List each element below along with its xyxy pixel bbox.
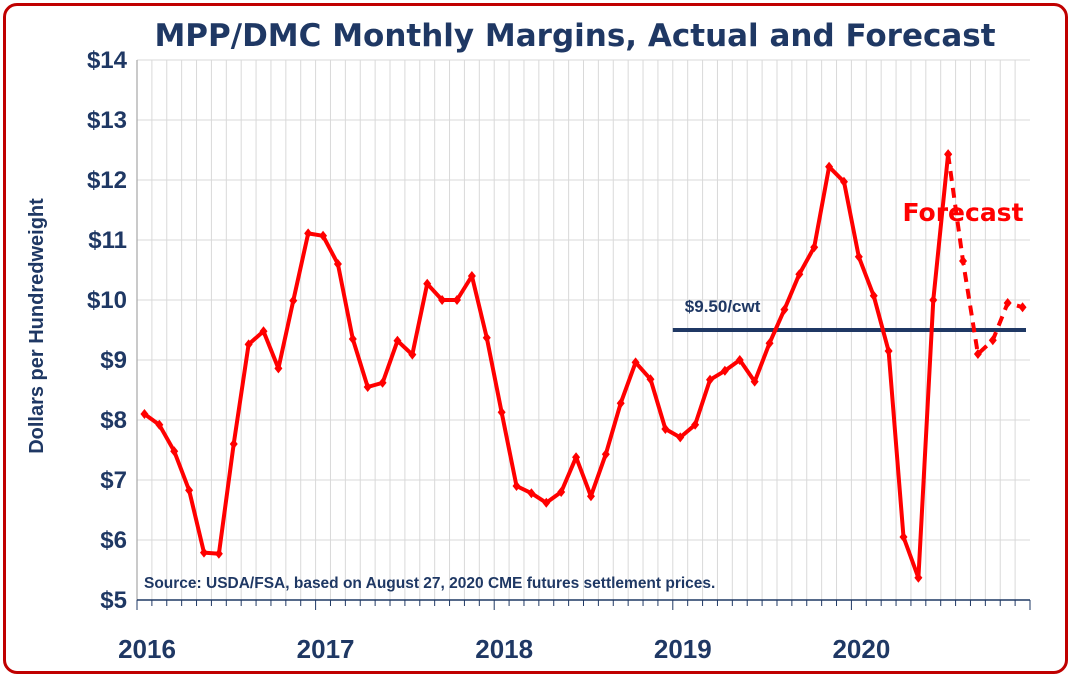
data-point-actual: [572, 452, 581, 463]
y-tick-label: $9: [100, 347, 127, 374]
data-point-actual: [155, 419, 164, 430]
chart-title: MPP/DMC Monthly Margins, Actual and Fore…: [154, 18, 995, 54]
data-point-actual: [869, 290, 878, 301]
data-point-actual: [259, 326, 268, 337]
data-point-actual: [884, 346, 893, 356]
data-point-actual: [438, 295, 447, 305]
data-point-actual: [542, 497, 551, 508]
data-point-forecast: [1003, 298, 1012, 308]
data-point-actual: [646, 374, 655, 385]
data-point-actual: [274, 363, 283, 374]
y-tick-label: $11: [88, 227, 127, 254]
reference-line-label: $9.50/cwt: [685, 297, 761, 316]
data-point-forecast: [988, 335, 997, 346]
y-axis-label: Dollars per Hundredweight: [26, 198, 48, 454]
series-line-actual: [143, 153, 951, 580]
data-point-actual: [557, 487, 566, 497]
data-point-actual: [780, 304, 789, 315]
data-point-actual: [244, 339, 253, 350]
data-point-actual: [185, 485, 194, 496]
data-point-actual: [378, 377, 387, 388]
y-tick-label: $6: [100, 527, 127, 554]
y-tick-label: $7: [100, 467, 127, 494]
data-point-actual: [393, 335, 402, 346]
data-point-actual: [423, 278, 432, 289]
data-point-actual: [586, 491, 595, 502]
data-point-actual: [467, 271, 476, 281]
data-point-forecast: [1018, 302, 1027, 313]
x-tick-label: 2020: [832, 634, 890, 664]
data-point-actual: [706, 374, 715, 385]
axis-ticks: $5 $6 $7 $8 $9 $10 $11 $12 $13 $14 2016 2017 2018 201…: [87, 47, 890, 664]
data-point-actual: [304, 228, 313, 239]
data-point-actual: [333, 259, 342, 269]
y-tick-label: $13: [87, 107, 127, 134]
series-group: [140, 149, 1027, 583]
data-point-actual: [854, 251, 863, 262]
data-point-actual: [214, 548, 223, 559]
data-point-actual: [363, 382, 372, 392]
data-point-actual: [750, 376, 759, 387]
y-tick-label: $12: [87, 167, 127, 194]
data-point-actual: [661, 424, 670, 434]
data-point-actual: [616, 398, 625, 409]
data-point-actual: [676, 432, 685, 443]
source-note: Source: USDA/FSA, based on August 27, 20…: [144, 575, 715, 592]
data-point-actual: [601, 449, 610, 460]
x-tick-label: 2017: [297, 634, 355, 664]
data-point-actual: [631, 357, 640, 368]
x-tick-label: 2018: [475, 634, 533, 664]
data-point-actual: [319, 230, 328, 241]
data-point-actual: [512, 481, 521, 491]
data-point-actual: [735, 355, 744, 365]
x-tick-label: 2016: [118, 634, 176, 664]
data-point-actual: [140, 409, 149, 419]
data-point-actual: [914, 572, 923, 583]
y-tick-label: $10: [87, 287, 127, 314]
chart-frame: [3, 3, 1068, 674]
x-tick-label: 2019: [654, 634, 712, 664]
forecast-annotation: Forecast: [902, 198, 1023, 227]
data-point-actual: [229, 439, 238, 449]
y-tick-label: $8: [100, 407, 127, 434]
data-point-forecast: [959, 256, 968, 266]
data-point-actual: [691, 419, 700, 430]
data-point-actual: [289, 295, 298, 306]
y-tick-label: $14: [87, 47, 128, 74]
data-point-actual: [452, 295, 461, 305]
data-point-actual: [170, 446, 179, 457]
data-point-actual: [899, 532, 908, 542]
data-point-actual: [825, 161, 834, 172]
axes: [136, 60, 1031, 610]
data-point-actual: [929, 295, 938, 305]
data-point-actual: [527, 488, 536, 499]
data-point-actual: [839, 176, 848, 187]
data-point-actual: [482, 332, 491, 343]
data-point-actual: [795, 269, 804, 280]
data-point-actual: [765, 338, 774, 349]
data-point-actual: [348, 334, 357, 344]
y-tick-label: $5: [100, 587, 127, 614]
data-point-forecast: [973, 349, 982, 359]
data-point-actual: [810, 242, 819, 253]
data-point-actual: [720, 365, 729, 376]
data-point-forecast: [944, 149, 953, 160]
data-point-actual: [497, 407, 506, 418]
reference-line-group: $9.50/cwt: [672, 297, 1026, 332]
data-point-actual: [408, 349, 417, 360]
data-point-actual: [199, 547, 208, 558]
